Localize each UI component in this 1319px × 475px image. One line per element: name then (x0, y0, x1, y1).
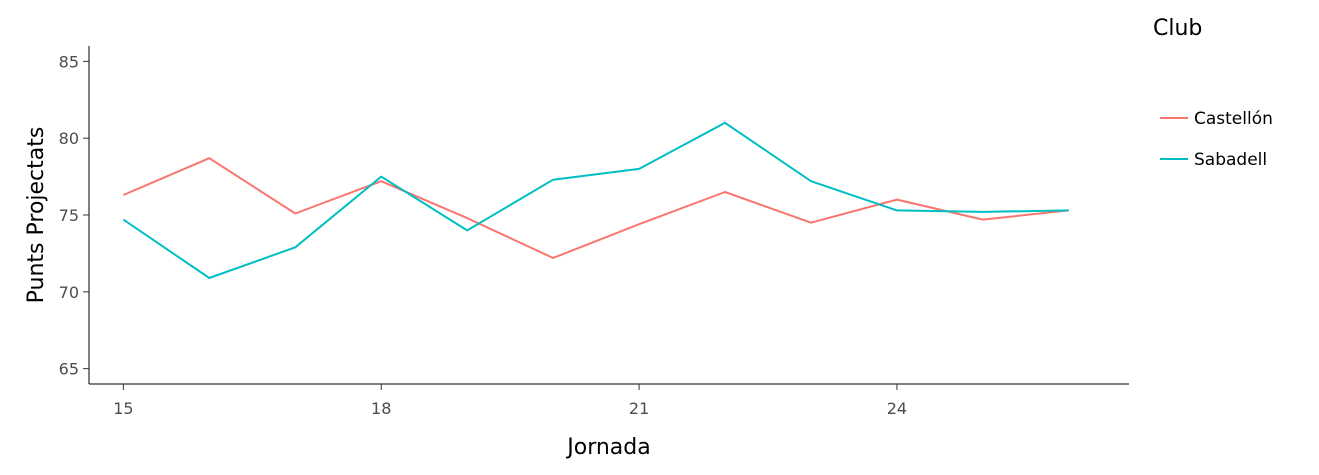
axes (88, 46, 1129, 385)
legend-title: Club (1153, 16, 1202, 41)
series-lines (122, 121, 1069, 279)
legend-label: Castellón (1194, 109, 1273, 129)
y-tick-label: 85 (59, 52, 79, 71)
legend-label: Sabadell (1194, 150, 1267, 170)
y-tick-label: 70 (59, 283, 79, 302)
y-tick-label: 65 (59, 360, 79, 379)
series-line-sabadell (122, 121, 1069, 279)
legend-items: Castellón Sabadell (1160, 109, 1273, 170)
x-tick-label: 18 (371, 399, 391, 418)
y-ticks: 65 70 75 80 85 (59, 52, 89, 379)
y-tick-label: 80 (59, 129, 79, 148)
legend: Club Castellón Sabadell (1153, 16, 1273, 170)
x-tick-label: 15 (113, 399, 133, 418)
legend-item: Castellón (1160, 109, 1273, 129)
legend-item: Sabadell (1160, 150, 1267, 170)
x-axis-title: Jornada (565, 435, 650, 460)
series-line-castell-n (123, 157, 1069, 259)
x-tick-label: 21 (629, 399, 649, 418)
y-tick-label: 75 (59, 206, 79, 225)
x-ticks: 15 18 21 24 (113, 384, 907, 418)
y-axis-title: Punts Projectats (24, 127, 49, 304)
x-tick-label: 24 (887, 399, 907, 418)
